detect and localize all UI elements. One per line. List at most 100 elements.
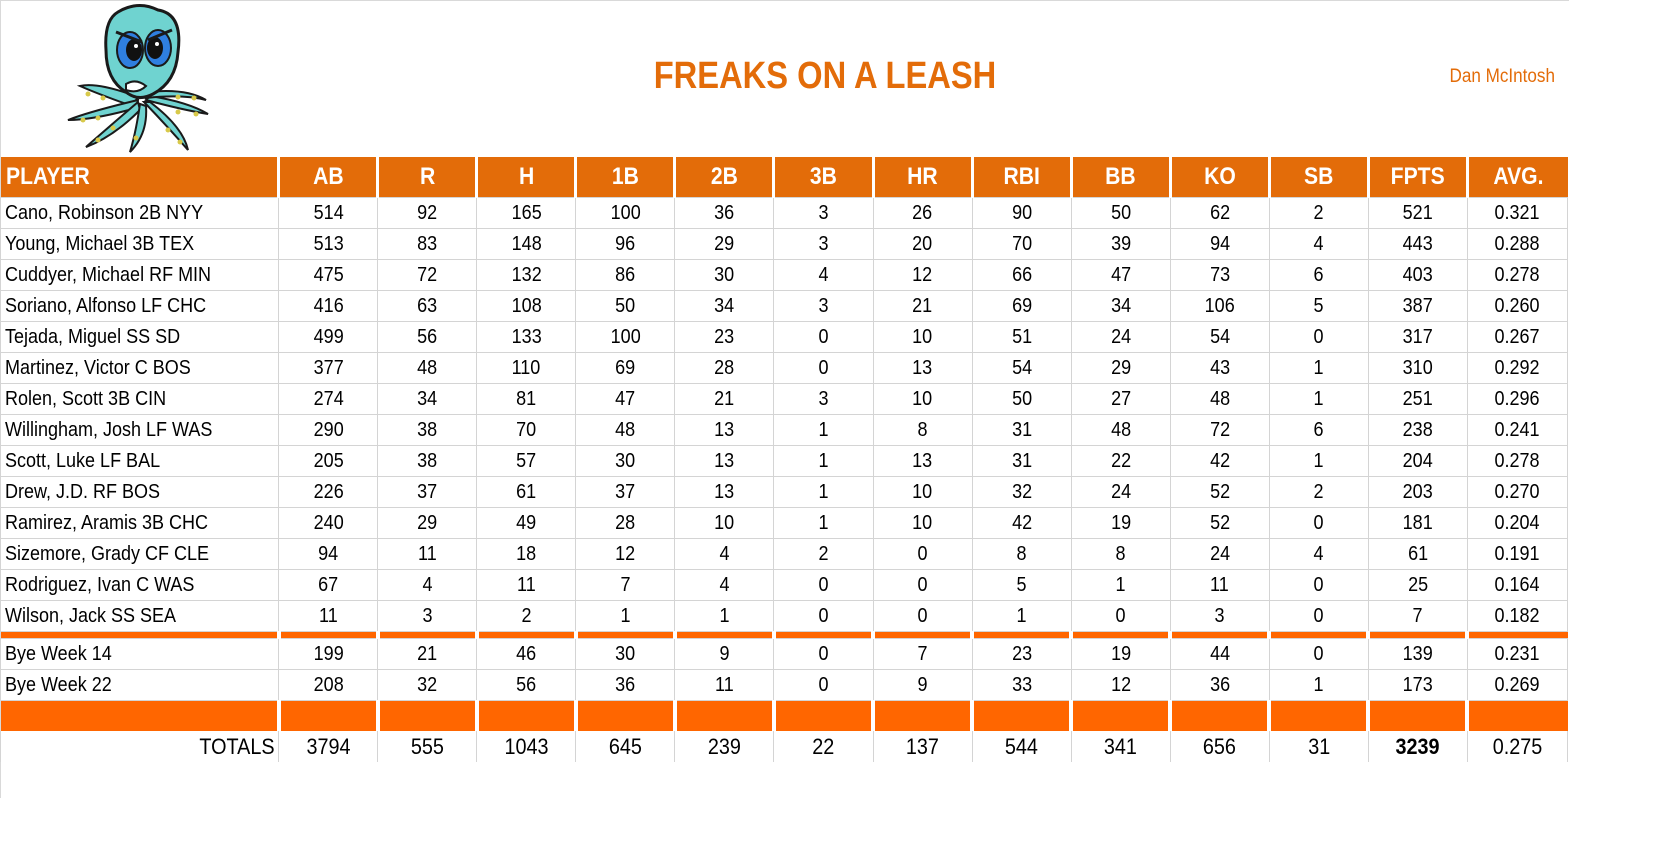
cell-h[interactable]: 132 — [476, 259, 577, 291]
cell-1b[interactable]: 96 — [575, 228, 676, 260]
cell-ko[interactable]: 106 — [1169, 290, 1270, 322]
cell-3b[interactable]: 0 — [773, 321, 874, 353]
cell-bb[interactable]: 48 — [1070, 414, 1171, 446]
cell-r[interactable]: 48 — [377, 352, 478, 384]
cell-bb[interactable]: 24 — [1070, 476, 1171, 508]
cell-1b[interactable]: 100 — [575, 197, 676, 229]
cell-fpts[interactable]: 443 — [1367, 228, 1468, 260]
cell-avg[interactable]: 0.267 — [1466, 321, 1569, 353]
cell-bb[interactable]: 19 — [1070, 507, 1171, 539]
cell-hr[interactable]: 0 — [872, 600, 973, 632]
cell-rbi[interactable]: 544 — [971, 731, 1072, 762]
cell-fpts[interactable]: 521 — [1367, 197, 1468, 229]
cell-2b[interactable]: 1 — [674, 600, 775, 632]
cell-bb[interactable]: 22 — [1070, 445, 1171, 477]
column-header-hr[interactable]: HR — [871, 157, 973, 198]
cell-2b[interactable]: 13 — [674, 476, 775, 508]
cell-fpts[interactable]: 251 — [1367, 383, 1468, 415]
cell-sb[interactable]: 0 — [1268, 569, 1369, 601]
cell-ab[interactable]: 475 — [278, 259, 379, 291]
cell-bb[interactable]: 0 — [1070, 600, 1171, 632]
cell-1b[interactable]: 645 — [575, 731, 676, 762]
cell-fpts[interactable]: 61 — [1367, 538, 1468, 570]
cell-ko[interactable]: 11 — [1169, 569, 1270, 601]
cell-ko[interactable]: 36 — [1169, 669, 1270, 701]
cell-hr[interactable]: 10 — [872, 383, 973, 415]
cell-hr[interactable]: 10 — [872, 321, 973, 353]
cell-rbi[interactable]: 32 — [971, 476, 1072, 508]
cell-player[interactable]: Sizemore, Grady CF CLE — [0, 538, 280, 570]
cell-2b[interactable]: 29 — [674, 228, 775, 260]
cell-sb[interactable]: 5 — [1268, 290, 1369, 322]
cell-rbi[interactable]: 1 — [971, 600, 1072, 632]
cell-2b[interactable]: 13 — [674, 414, 775, 446]
cell-player[interactable]: Ramirez, Aramis 3B CHC — [0, 507, 280, 539]
cell-2b[interactable]: 34 — [674, 290, 775, 322]
cell-ab[interactable]: 205 — [278, 445, 379, 477]
cell-sb[interactable]: 6 — [1268, 259, 1369, 291]
cell-bb[interactable]: 341 — [1070, 731, 1171, 762]
cell-fpts[interactable]: 3239 — [1367, 731, 1468, 762]
cell-avg[interactable]: 0.204 — [1466, 507, 1569, 539]
cell-bb[interactable]: 24 — [1070, 321, 1171, 353]
cell-avg[interactable]: 0.288 — [1466, 228, 1569, 260]
cell-avg[interactable]: 0.269 — [1466, 669, 1569, 701]
cell-3b[interactable]: 1 — [773, 414, 874, 446]
cell-hr[interactable]: 12 — [872, 259, 973, 291]
cell-r[interactable]: 72 — [377, 259, 478, 291]
cell-avg[interactable]: 0.321 — [1466, 197, 1569, 229]
cell-ab[interactable]: 3794 — [278, 731, 379, 762]
cell-sb[interactable]: 2 — [1268, 197, 1369, 229]
cell-sb[interactable]: 1 — [1268, 445, 1369, 477]
cell-sb[interactable]: 0 — [1268, 638, 1369, 670]
cell-h[interactable]: 148 — [476, 228, 577, 260]
cell-ko[interactable]: 3 — [1169, 600, 1270, 632]
cell-fpts[interactable]: 204 — [1367, 445, 1468, 477]
cell-ab[interactable]: 377 — [278, 352, 379, 384]
cell-2b[interactable]: 23 — [674, 321, 775, 353]
cell-player[interactable]: Rolen, Scott 3B CIN — [0, 383, 280, 415]
cell-bb[interactable]: 47 — [1070, 259, 1171, 291]
cell-1b[interactable]: 86 — [575, 259, 676, 291]
cell-sb[interactable]: 1 — [1268, 669, 1369, 701]
cell-r[interactable]: 11 — [377, 538, 478, 570]
cell-sb[interactable]: 1 — [1268, 383, 1369, 415]
cell-bb[interactable]: 29 — [1070, 352, 1171, 384]
cell-h[interactable]: 165 — [476, 197, 577, 229]
cell-2b[interactable]: 4 — [674, 538, 775, 570]
cell-r[interactable]: 3 — [377, 600, 478, 632]
cell-ko[interactable]: 52 — [1169, 476, 1270, 508]
cell-h[interactable]: 2 — [476, 600, 577, 632]
column-header-ab[interactable]: AB — [277, 157, 378, 198]
cell-r[interactable]: 29 — [377, 507, 478, 539]
cell-3b[interactable]: 3 — [773, 290, 874, 322]
cell-ko[interactable]: 656 — [1169, 731, 1270, 762]
cell-player[interactable]: Martinez, Victor C BOS — [0, 352, 280, 384]
cell-bb[interactable]: 12 — [1070, 669, 1171, 701]
cell-sb[interactable]: 4 — [1268, 228, 1369, 260]
cell-avg[interactable]: 0.231 — [1466, 638, 1569, 670]
cell-fpts[interactable]: 310 — [1367, 352, 1468, 384]
cell-h[interactable]: 1043 — [476, 731, 577, 762]
cell-ko[interactable]: 94 — [1169, 228, 1270, 260]
cell-sb[interactable]: 4 — [1268, 538, 1369, 570]
cell-1b[interactable]: 47 — [575, 383, 676, 415]
cell-bb[interactable]: 8 — [1070, 538, 1171, 570]
cell-ab[interactable]: 67 — [278, 569, 379, 601]
cell-3b[interactable]: 1 — [773, 507, 874, 539]
cell-rbi[interactable]: 54 — [971, 352, 1072, 384]
cell-1b[interactable]: 30 — [575, 638, 676, 670]
cell-3b[interactable]: 3 — [773, 383, 874, 415]
cell-h[interactable]: 133 — [476, 321, 577, 353]
cell-2b[interactable]: 11 — [674, 669, 775, 701]
cell-fpts[interactable]: 238 — [1367, 414, 1468, 446]
cell-1b[interactable]: 28 — [575, 507, 676, 539]
cell-h[interactable]: 110 — [476, 352, 577, 384]
cell-hr[interactable]: 10 — [872, 507, 973, 539]
cell-player[interactable]: Bye Week 14 — [0, 638, 280, 670]
cell-fpts[interactable]: 403 — [1367, 259, 1468, 291]
cell-player[interactable]: Wilson, Jack SS SEA — [0, 600, 280, 632]
cell-player[interactable]: Willingham, Josh LF WAS — [0, 414, 280, 446]
cell-hr[interactable]: 13 — [872, 352, 973, 384]
cell-sb[interactable]: 2 — [1268, 476, 1369, 508]
